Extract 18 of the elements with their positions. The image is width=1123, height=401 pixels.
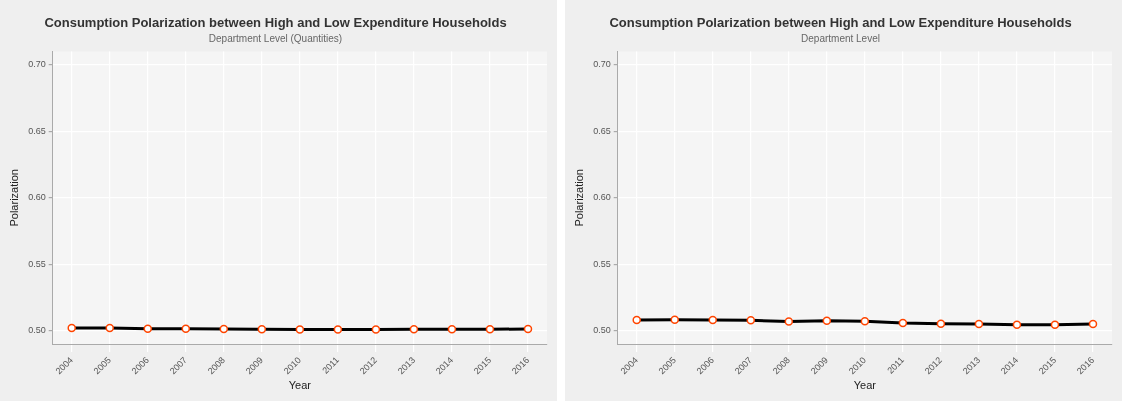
y-axis-title: Polarization [572,169,585,227]
x-axis-title: Year [288,379,312,392]
chart-subtitle: Department Level (Quantities) [208,33,343,45]
chart-title: Consumption Polarization between High and Low Expenditure Households [44,15,507,31]
y-tick-label: 0.70 [28,59,46,70]
y-tick-label: 0.50 [593,325,611,336]
y-tick-label: 0.70 [593,59,611,70]
y-tick-label: 0.55 [28,258,46,269]
y-axis-title: Polarization [7,169,20,227]
y-tick-label: 0.60 [593,192,611,203]
chart-subtitle: Department Level [801,33,880,45]
y-tick-label: 0.65 [593,125,611,136]
y-tick-label: 0.60 [28,192,46,203]
y-tick-label: 0.55 [593,258,611,269]
y-tick-label: 0.65 [28,125,46,136]
x-axis-title: Year [853,379,877,392]
y-tick-label: 0.50 [28,325,46,336]
chart-title: Consumption Polarization between High and Low Expenditure Households [609,15,1072,31]
